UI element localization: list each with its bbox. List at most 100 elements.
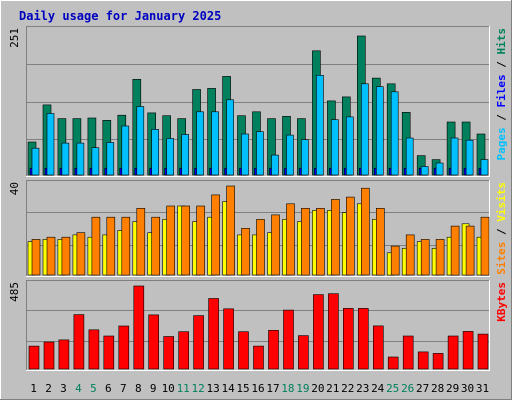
x-tick-label: 2 <box>45 382 52 395</box>
x-tick-label: 25 <box>386 382 399 395</box>
x-tick-label: 17 <box>266 382 279 395</box>
x-tick-label: 10 <box>162 382 175 395</box>
bar-sites-day-30 <box>465 225 475 276</box>
x-tick-label: 7 <box>120 382 127 395</box>
bar-pages-day-11 <box>181 134 189 176</box>
x-axis-labels: 1 2 3 4 5 6 7 8 9 10 11 12 13 14 15 16 17 18 19 20 21 22 23 24 2… <box>30 382 489 395</box>
bar-kbytes-day-30 <box>462 331 474 370</box>
bar-pages-day-28 <box>435 162 444 176</box>
bar-pages-day-8 <box>136 106 145 176</box>
x-tick-label: 29 <box>446 382 459 395</box>
x-tick-label: 3 <box>60 382 67 395</box>
bar-sites-day-2 <box>46 236 56 276</box>
bar-sites-day-26 <box>405 234 415 276</box>
bar-kbytes-day-20 <box>313 294 324 370</box>
x-tick-label: 16 <box>251 382 264 395</box>
bar-kbytes-day-3 <box>58 339 70 370</box>
bar-kbytes-day-29 <box>447 335 459 370</box>
bar-kbytes-day-1 <box>28 345 40 370</box>
x-tick-label: 13 <box>206 382 219 395</box>
x-tick-label: 26 <box>401 382 414 395</box>
bar-sites-day-9 <box>151 216 160 276</box>
bar-kbytes-day-4 <box>73 314 85 370</box>
bar-pages-day-26 <box>405 137 414 176</box>
bar-sites-day-3 <box>61 236 71 276</box>
bar-sites-day-15 <box>241 228 250 276</box>
bar-kbytes-day-28 <box>432 353 444 370</box>
bar-pages-day-1 <box>31 147 40 176</box>
x-tick-label: 6 <box>105 382 112 395</box>
x-tick-label: 11 <box>177 382 190 395</box>
bar-sites-day-13 <box>211 194 220 276</box>
bar-kbytes-day-27 <box>417 351 429 370</box>
bar-sites-day-29 <box>450 225 460 276</box>
bar-sites-day-11 <box>181 205 190 276</box>
bar-kbytes-day-10 <box>163 336 174 370</box>
bar-kbytes-day-11 <box>178 331 189 370</box>
bar-pages-day-5 <box>91 147 100 176</box>
x-tick-label: 21 <box>326 382 339 395</box>
legend-part: / <box>495 222 508 242</box>
legend-part: Hits <box>495 28 508 55</box>
bar-sites-day-7 <box>121 216 131 276</box>
chart-title: Daily usage for January 2025 <box>19 9 221 23</box>
x-tick-label: 23 <box>356 382 369 395</box>
legend-part: / <box>495 55 508 75</box>
bar-pages-day-30 <box>465 139 474 176</box>
x-tick-label: 31 <box>476 382 489 395</box>
bar-pages-day-2 <box>46 113 55 176</box>
bar-kbytes-day-24 <box>372 325 384 370</box>
bar-pages-day-29 <box>450 137 459 176</box>
bar-sites-day-5 <box>91 216 101 276</box>
y-max-label: 40 <box>8 182 21 195</box>
bar-pages-day-21 <box>331 119 339 176</box>
bar-sites-day-25 <box>390 245 400 276</box>
x-tick-label: 24 <box>371 382 385 395</box>
bar-sites-day-18 <box>286 203 295 276</box>
bar-kbytes-day-12 <box>193 315 204 370</box>
bar-sites-day-10 <box>166 205 175 276</box>
legend-part: Files <box>495 74 508 107</box>
bar-pages-day-4 <box>76 142 85 176</box>
bar-sites-day-1 <box>31 239 41 276</box>
bar-kbytes-day-14 <box>223 308 234 370</box>
bar-pages-day-15 <box>241 133 249 176</box>
legend: Pages / Files / Hits <box>495 28 508 161</box>
x-tick-label: 27 <box>416 382 429 395</box>
bar-kbytes-day-6 <box>103 335 115 370</box>
bar-kbytes-day-2 <box>43 341 55 370</box>
bar-pages-day-24 <box>375 86 384 176</box>
bar-kbytes-day-21 <box>328 293 339 370</box>
bar-sites-day-16 <box>256 219 265 276</box>
bar-pages-day-14 <box>226 99 234 176</box>
x-tick-label: 19 <box>296 382 309 395</box>
y-max-label: 485 <box>8 282 21 302</box>
legend-part: KBytes <box>495 282 508 322</box>
bar-sites-day-12 <box>196 205 205 276</box>
bar-sites-day-27 <box>420 239 430 276</box>
bar-pages-day-13 <box>211 111 219 176</box>
bar-pages-day-9 <box>151 129 159 176</box>
bar-pages-day-16 <box>256 131 264 176</box>
bar-pages-day-7 <box>121 125 130 176</box>
bar-kbytes-day-25 <box>387 356 399 370</box>
bar-pages-day-31 <box>480 159 489 176</box>
bar-kbytes-day-22 <box>342 308 354 370</box>
x-tick-label: 4 <box>75 382 82 395</box>
x-tick-label: 14 <box>221 382 235 395</box>
bar-kbytes-day-8 <box>133 285 145 370</box>
x-tick-label: 22 <box>341 382 354 395</box>
bar-pages-day-3 <box>61 142 70 176</box>
x-tick-label: 30 <box>461 382 474 395</box>
bar-sites-day-23 <box>360 187 370 276</box>
bar-kbytes-day-7 <box>118 325 130 370</box>
bar-kbytes-day-19 <box>298 335 309 370</box>
bar-pages-day-10 <box>166 138 174 176</box>
bar-sites-day-20 <box>316 208 325 276</box>
bar-sites-day-28 <box>435 239 445 276</box>
bar-kbytes-day-16 <box>253 345 264 370</box>
bar-pages-day-17 <box>271 154 279 176</box>
bar-sites-day-24 <box>375 208 385 276</box>
middle-panel: 40 Sites / Visits <box>8 180 508 277</box>
